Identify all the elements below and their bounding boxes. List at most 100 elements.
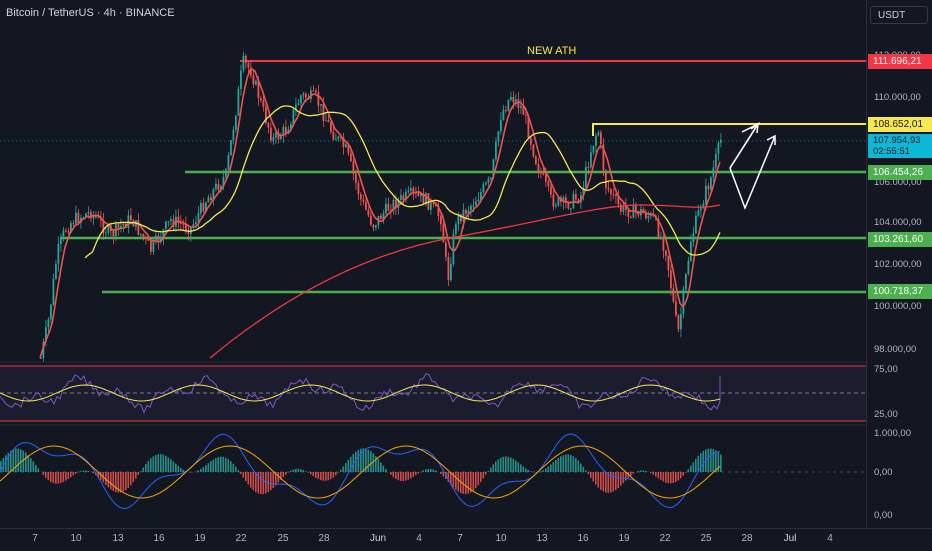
macd-bar [155, 455, 157, 472]
macd-bar [178, 466, 180, 472]
last-price-tag[interactable]: 107.954,93 02:55:51 [868, 134, 932, 158]
macd-bar [480, 472, 482, 482]
macd-bar [140, 471, 142, 472]
macd-bar [398, 472, 400, 480]
candle-body [153, 241, 155, 252]
candle-body [305, 94, 307, 98]
candle-body [608, 188, 610, 190]
candle-body [680, 314, 682, 329]
candle-body [615, 195, 617, 196]
macd-bar [285, 472, 287, 475]
macd-bar [713, 449, 715, 472]
interval-label[interactable]: 4h [104, 7, 116, 19]
candle-body [705, 186, 707, 204]
candle-body [460, 214, 462, 221]
level-tag-yellow[interactable]: 108.652,01 [868, 117, 932, 132]
macd-bar [565, 454, 567, 472]
macd-bar [115, 472, 117, 492]
level-tag-green[interactable]: 103.261,60 [868, 232, 932, 247]
macd-bar [113, 472, 115, 491]
macd-bar [383, 466, 385, 472]
macd-bar [308, 472, 310, 473]
candle-body [440, 216, 442, 224]
macd-bar [240, 472, 242, 474]
macd-bar [688, 469, 690, 472]
candle-body [535, 156, 537, 164]
macd-bar [160, 454, 162, 472]
macd-bar [720, 455, 722, 472]
macd-bar [603, 472, 605, 491]
candle-body [105, 233, 107, 234]
currency-selector[interactable]: USDT [870, 6, 928, 24]
macd-bar [400, 472, 402, 481]
candle-body [368, 210, 370, 216]
macd-bar [330, 472, 332, 479]
candle-body [515, 99, 517, 102]
macd-bar [133, 472, 135, 482]
macd-bar [35, 465, 37, 472]
macd-tick: 0,00 [874, 467, 893, 478]
level-tag-green[interactable]: 106.454,26 [868, 165, 932, 180]
time-label: 4 [827, 533, 833, 544]
candle-body [358, 183, 360, 194]
macd-bar [505, 456, 507, 472]
macd-bar [520, 464, 522, 472]
candle-body [165, 222, 167, 230]
chart-area[interactable] [0, 0, 866, 528]
macd-bar [55, 472, 57, 484]
candle-body [588, 167, 590, 168]
macd-bar [303, 470, 305, 472]
candle-body [408, 191, 410, 192]
ma-mid-line [85, 106, 720, 258]
candle-body [230, 140, 232, 155]
candle-body [600, 133, 602, 145]
level-tag-red[interactable]: 111.696,21 [868, 54, 932, 69]
macd-bar [143, 468, 145, 472]
macd-bar [640, 470, 642, 472]
macd-bar [488, 471, 490, 472]
macd-bar [38, 468, 40, 472]
candle-body [328, 120, 330, 122]
candle-body [518, 99, 520, 108]
candle-body [263, 100, 265, 107]
macd-bar [183, 470, 185, 472]
candle-body [338, 136, 340, 139]
bar-countdown: 02:55:51 [873, 146, 932, 157]
macd-bar [48, 472, 50, 480]
candle-body [623, 206, 625, 212]
candle-body [693, 233, 695, 242]
candle-body [203, 203, 205, 211]
candle-body [595, 135, 597, 145]
candle-body [143, 234, 145, 238]
level-tag-green[interactable]: 100.718,37 [868, 284, 932, 299]
candle-body [98, 217, 100, 218]
candle-body [568, 203, 570, 209]
macd-bar [700, 453, 702, 472]
macd-bar [358, 450, 360, 472]
macd-bar [410, 472, 412, 478]
time-label: 25 [700, 533, 711, 544]
candle-body [123, 224, 125, 226]
candle-body [238, 89, 240, 116]
candle-body [88, 212, 90, 214]
candle-body [543, 173, 545, 174]
macd-bar [625, 472, 627, 481]
macd-bar [65, 472, 67, 481]
price-chart[interactable] [0, 0, 866, 528]
macd-bar [58, 472, 60, 484]
candle-body [260, 98, 262, 100]
time-label: 19 [194, 533, 205, 544]
ath-annotation[interactable]: NEW ATH [527, 45, 576, 57]
macd-bar [615, 472, 617, 490]
time-label: 19 [618, 533, 629, 544]
candle-body [475, 201, 477, 205]
time-label: 13 [536, 533, 547, 544]
candle-body [570, 208, 572, 209]
macd-bar [408, 472, 410, 480]
macd-bar [633, 472, 635, 474]
candle-body [470, 206, 472, 210]
candle-body [53, 279, 55, 305]
price-tick: 102.000,00 [874, 259, 922, 270]
symbol-title: Bitcoin / TetherUS · 4h · BINANCE [6, 7, 175, 19]
macd-bar [650, 472, 652, 473]
